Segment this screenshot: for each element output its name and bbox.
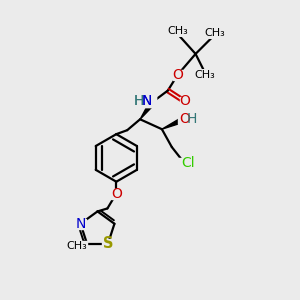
Text: CH₃: CH₃ — [204, 28, 225, 38]
Polygon shape — [173, 70, 183, 80]
Text: N: N — [75, 217, 86, 231]
Polygon shape — [75, 219, 86, 229]
Text: H: H — [134, 94, 144, 109]
Polygon shape — [111, 189, 121, 199]
Text: N: N — [142, 94, 152, 109]
Polygon shape — [136, 95, 156, 107]
Text: CH₃: CH₃ — [167, 26, 188, 36]
Polygon shape — [67, 241, 87, 251]
Text: H: H — [134, 94, 144, 109]
Polygon shape — [102, 239, 114, 249]
Text: O: O — [172, 68, 183, 82]
Polygon shape — [162, 118, 183, 129]
Polygon shape — [140, 103, 153, 119]
Text: Cl: Cl — [181, 156, 194, 170]
Polygon shape — [178, 114, 196, 124]
Text: H: H — [186, 112, 197, 126]
Text: O: O — [111, 187, 122, 201]
Polygon shape — [180, 97, 190, 106]
Text: CH₃: CH₃ — [66, 241, 87, 251]
Polygon shape — [178, 158, 198, 168]
Text: O: O — [179, 112, 190, 126]
Text: S: S — [103, 236, 113, 251]
Polygon shape — [136, 95, 156, 107]
Text: N: N — [142, 94, 152, 109]
Text: CH₃: CH₃ — [194, 70, 215, 80]
Text: O: O — [179, 94, 190, 109]
